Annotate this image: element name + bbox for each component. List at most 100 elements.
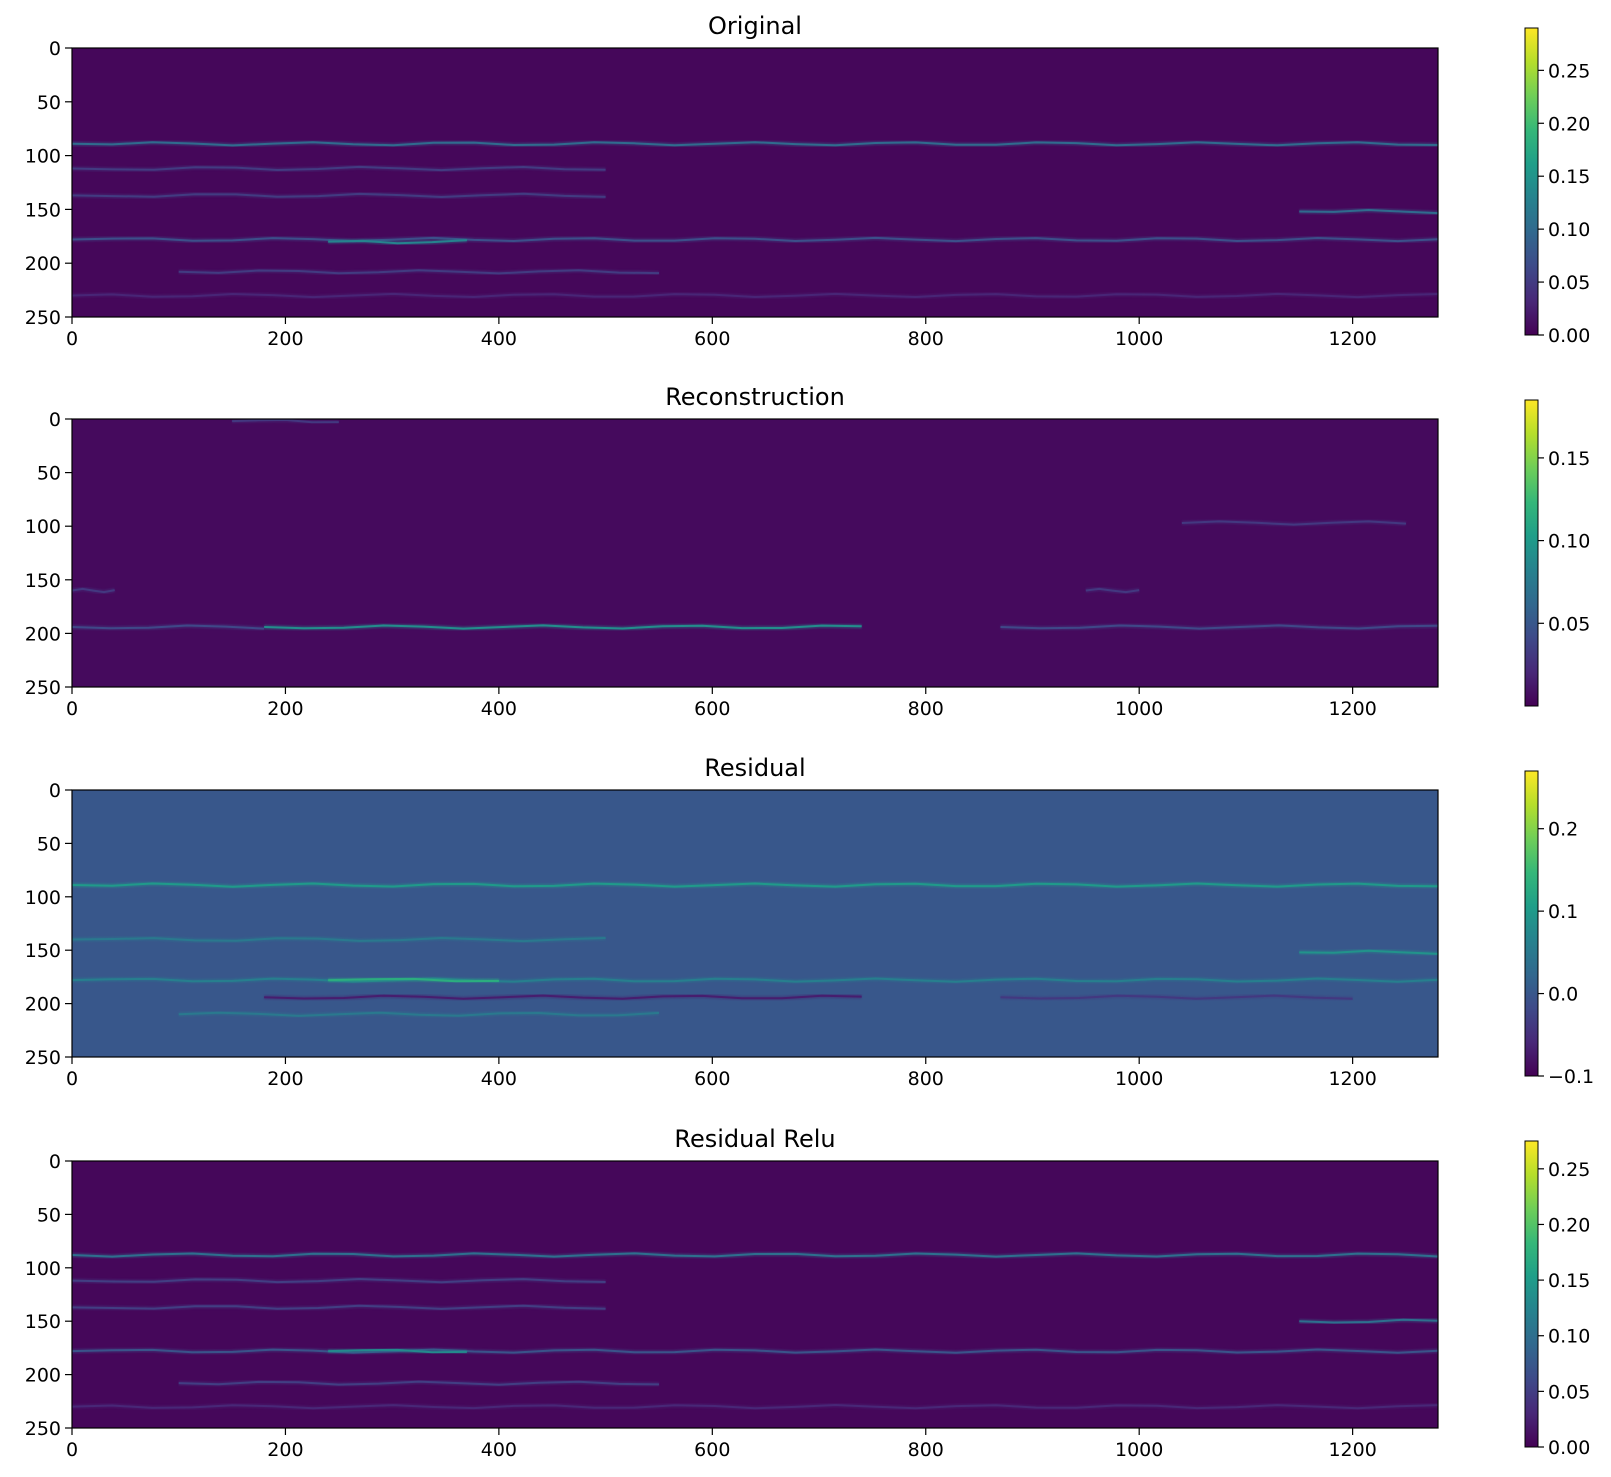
heatmap-band [328, 1348, 467, 1354]
colorbar-gradient [1524, 399, 1539, 707]
y-tick-label: 200 [25, 994, 61, 1016]
y-tick-label: 0 [49, 1151, 61, 1173]
y-tick-label: 100 [25, 516, 61, 538]
colorbar-tick-label: 0.25 [1548, 60, 1590, 82]
plot-frame [71, 418, 1439, 688]
colorbar-tick-label: 0.2 [1548, 819, 1578, 841]
heatmap-band [72, 165, 606, 172]
x-tick-label: 1200 [1328, 1439, 1376, 1461]
x-tick-label: 200 [267, 328, 303, 350]
y-tick-label: 0 [49, 409, 61, 431]
heatmap-background [72, 419, 1438, 687]
x-tick-label: 1000 [1115, 698, 1163, 720]
x-tick-label: 1200 [1328, 328, 1376, 350]
heatmap-band [178, 269, 660, 275]
plot-frame [71, 47, 1439, 318]
heatmap-band [178, 1380, 660, 1386]
y-tick-label: 100 [25, 887, 61, 909]
heatmap-background [72, 48, 1438, 317]
colorbar-gradient [1524, 770, 1539, 1077]
y-tick-label: 50 [37, 1204, 61, 1226]
heatmap-band [72, 882, 1438, 888]
colorbar-tick-label: 0.05 [1548, 613, 1590, 635]
heatmap-band [72, 141, 1438, 147]
heatmap-band [1299, 208, 1438, 215]
colorbar-tick-label: 0.10 [1548, 1326, 1590, 1348]
x-tick-label: 200 [267, 1439, 303, 1461]
x-tick-label: 1000 [1115, 1068, 1163, 1090]
chart-title: Residual [704, 754, 805, 782]
plot-frame [71, 789, 1439, 1058]
chart-title: Reconstruction [665, 383, 845, 411]
colorbar-gradient [1524, 1140, 1539, 1448]
heatmap-bands [72, 880, 1438, 1019]
heatmap-band [72, 1403, 1438, 1410]
heatmap-panel: Residual 0 200 400 600 800 1000 1200 0 50 100 150 20… [25, 754, 1594, 1090]
heatmap-background [72, 1161, 1438, 1428]
colorbar-tick-label: 0.0 [1548, 984, 1578, 1006]
x-tick-label: 800 [908, 1439, 944, 1461]
heatmap-panel: Reconstruction 0 200 400 600 800 1000 1200 0 50 10… [25, 383, 1591, 720]
heatmap-band [264, 994, 862, 1000]
heatmap-band [72, 936, 606, 943]
colorbar-tick-label: 0.05 [1548, 1381, 1590, 1403]
x-tick-label: 0 [66, 698, 78, 720]
y-tick-label: 100 [25, 146, 61, 168]
heatmap-band [232, 419, 339, 424]
heatmap-band [328, 239, 467, 245]
y-tick-label: 50 [37, 833, 61, 855]
heatmap-band [72, 192, 606, 199]
heatmap-band [72, 1304, 606, 1310]
x-tick-label: 800 [908, 328, 944, 350]
colorbar-tick-label: 0.20 [1548, 113, 1590, 135]
heatmap-band [1299, 949, 1438, 955]
heatmap-band [72, 1277, 606, 1284]
plot-frame [71, 1160, 1439, 1429]
heatmap-band [72, 1348, 1438, 1354]
heatmap-background [72, 790, 1438, 1057]
chart-title: Residual Relu [674, 1125, 835, 1153]
y-tick-label: 150 [25, 1311, 61, 1333]
heatmap-panel: Residual Relu 0 200 400 600 800 1000 1200 0 50 100… [25, 1125, 1591, 1461]
heatmap-band [1000, 624, 1438, 630]
x-tick-label: 1000 [1115, 328, 1163, 350]
x-tick-label: 200 [267, 1068, 303, 1090]
x-tick-label: 0 [66, 328, 78, 350]
y-tick-label: 150 [25, 199, 61, 221]
heatmap-bands [72, 419, 1438, 632]
colorbar: −0.1 0.0 0.1 0.2 [1524, 770, 1594, 1088]
y-tick-label: 200 [25, 253, 61, 275]
x-tick-label: 200 [267, 698, 303, 720]
heatmap-bands [72, 139, 1438, 300]
y-tick-label: 100 [25, 1258, 61, 1280]
heatmap-panel: Original 0 200 400 600 800 1000 1200 0 50 100 150 20… [25, 12, 1591, 350]
colorbar: 0.05 0.10 0.15 [1524, 399, 1590, 707]
colorbar-tick-label: 0.10 [1548, 531, 1590, 553]
x-tick-label: 400 [481, 328, 517, 350]
heatmap-band [1181, 520, 1407, 526]
colorbar-tick-label: 0.05 [1548, 272, 1590, 294]
colorbar-tick-label: 0.00 [1548, 1437, 1590, 1459]
x-tick-label: 1000 [1115, 1439, 1163, 1461]
heatmap-band [72, 236, 1438, 243]
colorbar-tick-label: 0.00 [1548, 325, 1590, 347]
heatmap-band [72, 977, 1438, 983]
colorbar-tick-label: 0.15 [1548, 1270, 1590, 1292]
chart-title: Original [708, 12, 802, 40]
colorbar-tick-label: 0.15 [1548, 166, 1590, 188]
heatmap-band [1085, 587, 1140, 594]
x-tick-label: 600 [694, 698, 730, 720]
y-tick-label: 200 [25, 623, 61, 645]
x-tick-label: 600 [694, 328, 730, 350]
y-tick-label: 50 [37, 92, 61, 114]
heatmap-band [1299, 1318, 1438, 1324]
x-tick-label: 0 [66, 1068, 78, 1090]
colorbar-tick-label: 0.1 [1548, 901, 1578, 923]
x-tick-label: 600 [694, 1439, 730, 1461]
y-tick-label: 200 [25, 1365, 61, 1387]
heatmap-band [328, 977, 499, 983]
x-tick-label: 0 [66, 1439, 78, 1461]
colorbar: 0.00 0.05 0.10 0.15 0.20 0.25 [1524, 27, 1590, 347]
colorbar: 0.00 0.05 0.10 0.15 0.20 0.25 [1524, 1140, 1590, 1459]
heatmap-bands [72, 1250, 1438, 1411]
